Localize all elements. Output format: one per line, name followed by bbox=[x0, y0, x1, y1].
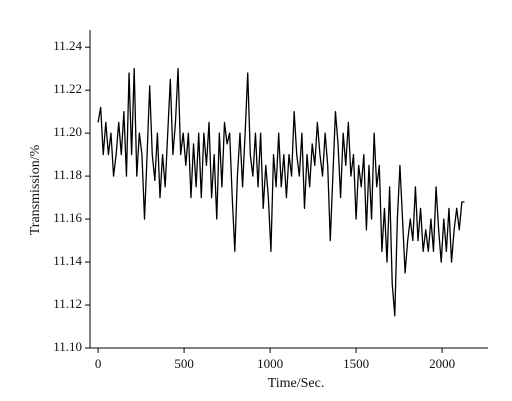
y-axis-label: Transmission/% bbox=[28, 144, 43, 235]
data-line bbox=[97, 68, 465, 317]
x-tick-label: 1000 bbox=[257, 356, 283, 371]
x-tick-label: 0 bbox=[95, 356, 102, 371]
x-tick-label: 2000 bbox=[429, 356, 455, 371]
y-tick-label: 11.18 bbox=[53, 167, 82, 182]
y-tick-label: 11.20 bbox=[53, 124, 82, 139]
y-tick-label: 11.16 bbox=[53, 210, 82, 225]
x-axis-label: Time/Sec. bbox=[268, 376, 325, 391]
y-tick-label: 11.24 bbox=[53, 38, 82, 53]
y-tick-label: 11.10 bbox=[53, 339, 82, 354]
y-tick-label: 11.14 bbox=[53, 253, 82, 268]
y-tick-label: 11.22 bbox=[53, 81, 82, 96]
x-tick-label: 500 bbox=[174, 356, 194, 371]
y-tick-label: 11.12 bbox=[53, 296, 82, 311]
x-tick-label: 1500 bbox=[343, 356, 369, 371]
